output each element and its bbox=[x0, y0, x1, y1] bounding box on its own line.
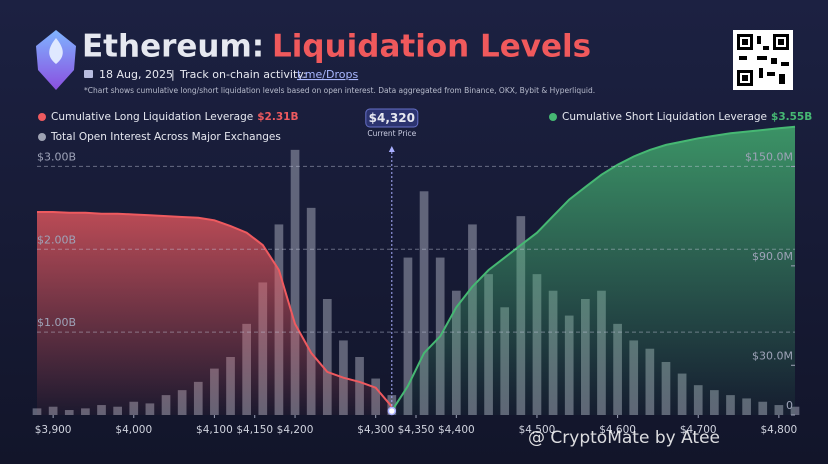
legend-swatch bbox=[549, 113, 557, 121]
legend-total: $2.31B bbox=[257, 111, 298, 123]
y2-tick-label: $90.0M bbox=[752, 250, 793, 263]
area-layer bbox=[37, 125, 796, 415]
calendar-icon bbox=[84, 70, 93, 78]
line bbox=[390, 125, 796, 412]
bar bbox=[306, 207, 316, 415]
chart-title: Ethereum: bbox=[82, 29, 264, 65]
x-tick-label: $4,000 bbox=[115, 424, 152, 436]
area bbox=[37, 212, 392, 415]
current-price-caption: Current Price bbox=[367, 129, 416, 138]
x-tick-label: $4,800 bbox=[760, 424, 797, 436]
watermark: @ CryptoMate by Atee bbox=[528, 428, 720, 448]
x-tick-label: $3,900 bbox=[35, 424, 72, 436]
legend-swatch bbox=[38, 133, 46, 141]
x-tick-label: $4,300 bbox=[357, 424, 394, 436]
x-tick-label: $4,150 bbox=[236, 424, 273, 436]
y-tick-label: $3.00B bbox=[37, 150, 76, 163]
legend-name: Cumulative Long Liquidation Leverage bbox=[51, 111, 253, 123]
bar bbox=[419, 191, 429, 415]
logo bbox=[36, 30, 76, 90]
legend-total: $3.55B bbox=[771, 111, 812, 123]
link[interactable]: t.me/Drops bbox=[297, 68, 358, 81]
chart-title-highlight: Liquidation Levels bbox=[272, 29, 591, 65]
area bbox=[391, 126, 795, 415]
separator: | bbox=[171, 68, 175, 81]
line bbox=[37, 211, 393, 408]
y2-tick-label: $150.0M bbox=[745, 150, 793, 163]
legend-swatch bbox=[38, 113, 46, 121]
y2-tick-label: 0 bbox=[786, 399, 793, 412]
bar bbox=[403, 257, 413, 415]
x-tick-label: $4,500 bbox=[519, 424, 556, 436]
x-tick-label: $4,600 bbox=[599, 424, 636, 436]
subtitle: Track on-chain activity: bbox=[179, 68, 307, 81]
x-tick-label: $4,700 bbox=[680, 424, 717, 436]
date: 18 Aug, 2025 bbox=[99, 68, 173, 81]
current-price-label: $4,320 bbox=[369, 111, 415, 125]
y-tick-label: $2.00B bbox=[37, 233, 76, 246]
current-price-dot bbox=[387, 406, 397, 416]
current-price-badge bbox=[365, 108, 419, 128]
current-price-arrow bbox=[388, 146, 395, 152]
note: *Chart shows cumulative long/short liqui… bbox=[84, 86, 595, 95]
qr-code bbox=[733, 30, 793, 90]
bar bbox=[290, 149, 300, 415]
y-tick-label: $1.00B bbox=[37, 316, 76, 329]
x-tick-label: $4,200 bbox=[277, 424, 314, 436]
legend-label: Cumulative Long Liquidation Leverage $2.3… bbox=[51, 111, 298, 123]
grid-layer: $1.00B $2.00B $3.00B 0 $30.0M $90.0M $150.0M $3… bbox=[35, 108, 812, 436]
x-tick-label: $4,350 bbox=[398, 424, 435, 436]
legend-name: Cumulative Short Liquidation Leverage bbox=[562, 111, 767, 123]
x-tick-label: $4,100 bbox=[196, 424, 233, 436]
plot-area: $1.00B $2.00B $3.00B 0 $30.0M $90.0M $150.0M $3… bbox=[32, 108, 812, 436]
x-tick-label: $4,400 bbox=[438, 424, 475, 436]
legend-label: Total Open Interest Across Major Exchang… bbox=[50, 131, 281, 143]
legend-name: Total Open Interest Across Major Exchang… bbox=[50, 131, 281, 143]
legend-label: Cumulative Short Liquidation Leverage $3.… bbox=[562, 111, 812, 123]
bar bbox=[322, 299, 332, 415]
y2-tick-label: $30.0M bbox=[752, 349, 793, 362]
